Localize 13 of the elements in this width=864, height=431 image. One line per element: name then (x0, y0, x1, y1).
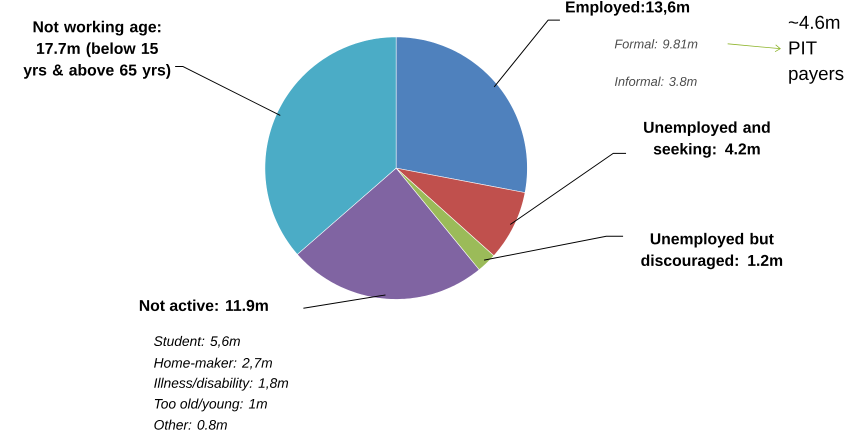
slice-label: Not working age: 17.7m (below 15 yrs & above 65 yrs) (23, 20, 170, 79)
slice-label: Unemployed but discouraged: 1.2m (641, 232, 782, 270)
text: Too old/young: 1m (154, 398, 267, 412)
text: Formal: 9.81m (614, 39, 698, 49)
text: Informal: 3.8m (614, 76, 697, 86)
text: ~4.6m PIT payers (788, 16, 844, 84)
text: Illness/disability: 1,8m (154, 378, 288, 391)
text: Student: 5,6m (154, 336, 240, 348)
slice-label: Employed:13,6m (566, 1, 690, 16)
text: Other: 0.8m (154, 420, 227, 430)
slice-label: Not active: 11.9m (140, 300, 268, 312)
slice-label: Unemployed and seeking: 4.2m (644, 122, 770, 158)
text: Home-maker: 2,7m (154, 358, 272, 370)
